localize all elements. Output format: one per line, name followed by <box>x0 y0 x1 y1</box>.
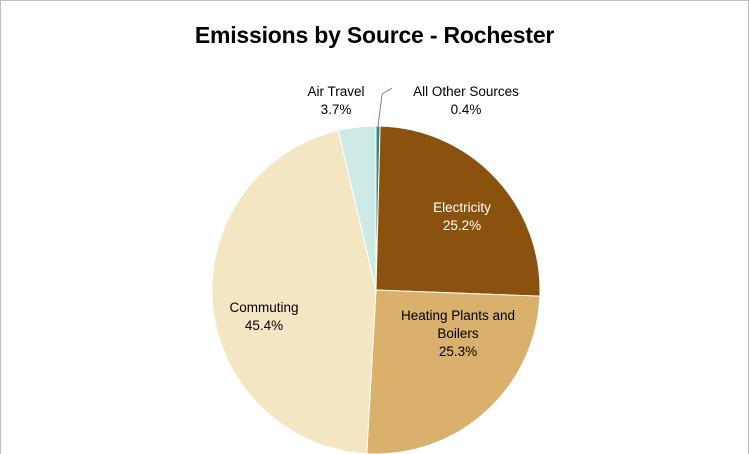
pie-slice-heating-plants-and-boilers <box>366 289 541 454</box>
pie-labels: All Other Sources 0.4% Electricity 25.2% Hea… <box>229 84 519 359</box>
pie-slice-air-travel <box>337 125 377 291</box>
pie-label-all-other-sources: All Other Sources 0.4% <box>413 84 519 117</box>
leader-lines <box>377 87 393 127</box>
pie-slice-commuting <box>211 129 377 454</box>
pie-slices <box>211 125 541 454</box>
leader-line-all-other-sources <box>377 87 393 127</box>
pie-label-air-travel: Air Travel 3.7% <box>307 84 364 117</box>
pie-slice-electricity <box>375 125 541 297</box>
pie-label-heating-plants-and-boilers: Heating Plants and Boilers 25.3% <box>401 308 515 359</box>
pie-label-electricity: Electricity 25.2% <box>433 200 491 233</box>
chart-title: Emissions by Source - Rochester <box>194 22 555 48</box>
pie-label-commuting: Commuting 45.4% <box>229 300 298 333</box>
